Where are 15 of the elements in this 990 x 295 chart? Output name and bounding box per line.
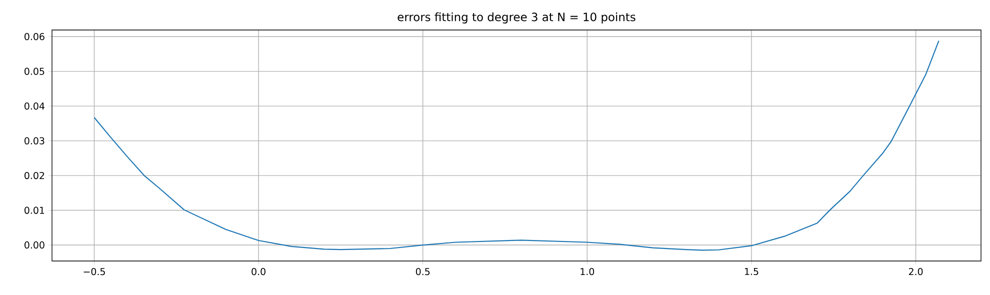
x-tick-label: 1.5 [744,268,758,276]
x-tick-label: −0.5 [84,268,105,276]
y-tick-label: 0.06 [24,33,44,40]
y-tick-label: 0.05 [24,68,44,75]
x-tick-label: 1.0 [580,268,594,276]
y-tick-label: 0.03 [24,137,44,144]
x-tick-label: 0.5 [416,268,430,276]
x-tick-label: 0.0 [252,268,266,276]
y-tick-label: 0.02 [24,172,44,180]
line-series [94,40,940,251]
x-tick-label: 2.0 [908,268,923,276]
chart-title: errors fitting to degree 3 at N = 10 points [398,12,636,24]
y-tick-label: 0.00 [24,241,44,249]
y-tick-label: 0.04 [24,102,44,110]
y-tick-label: 0.01 [24,206,44,214]
